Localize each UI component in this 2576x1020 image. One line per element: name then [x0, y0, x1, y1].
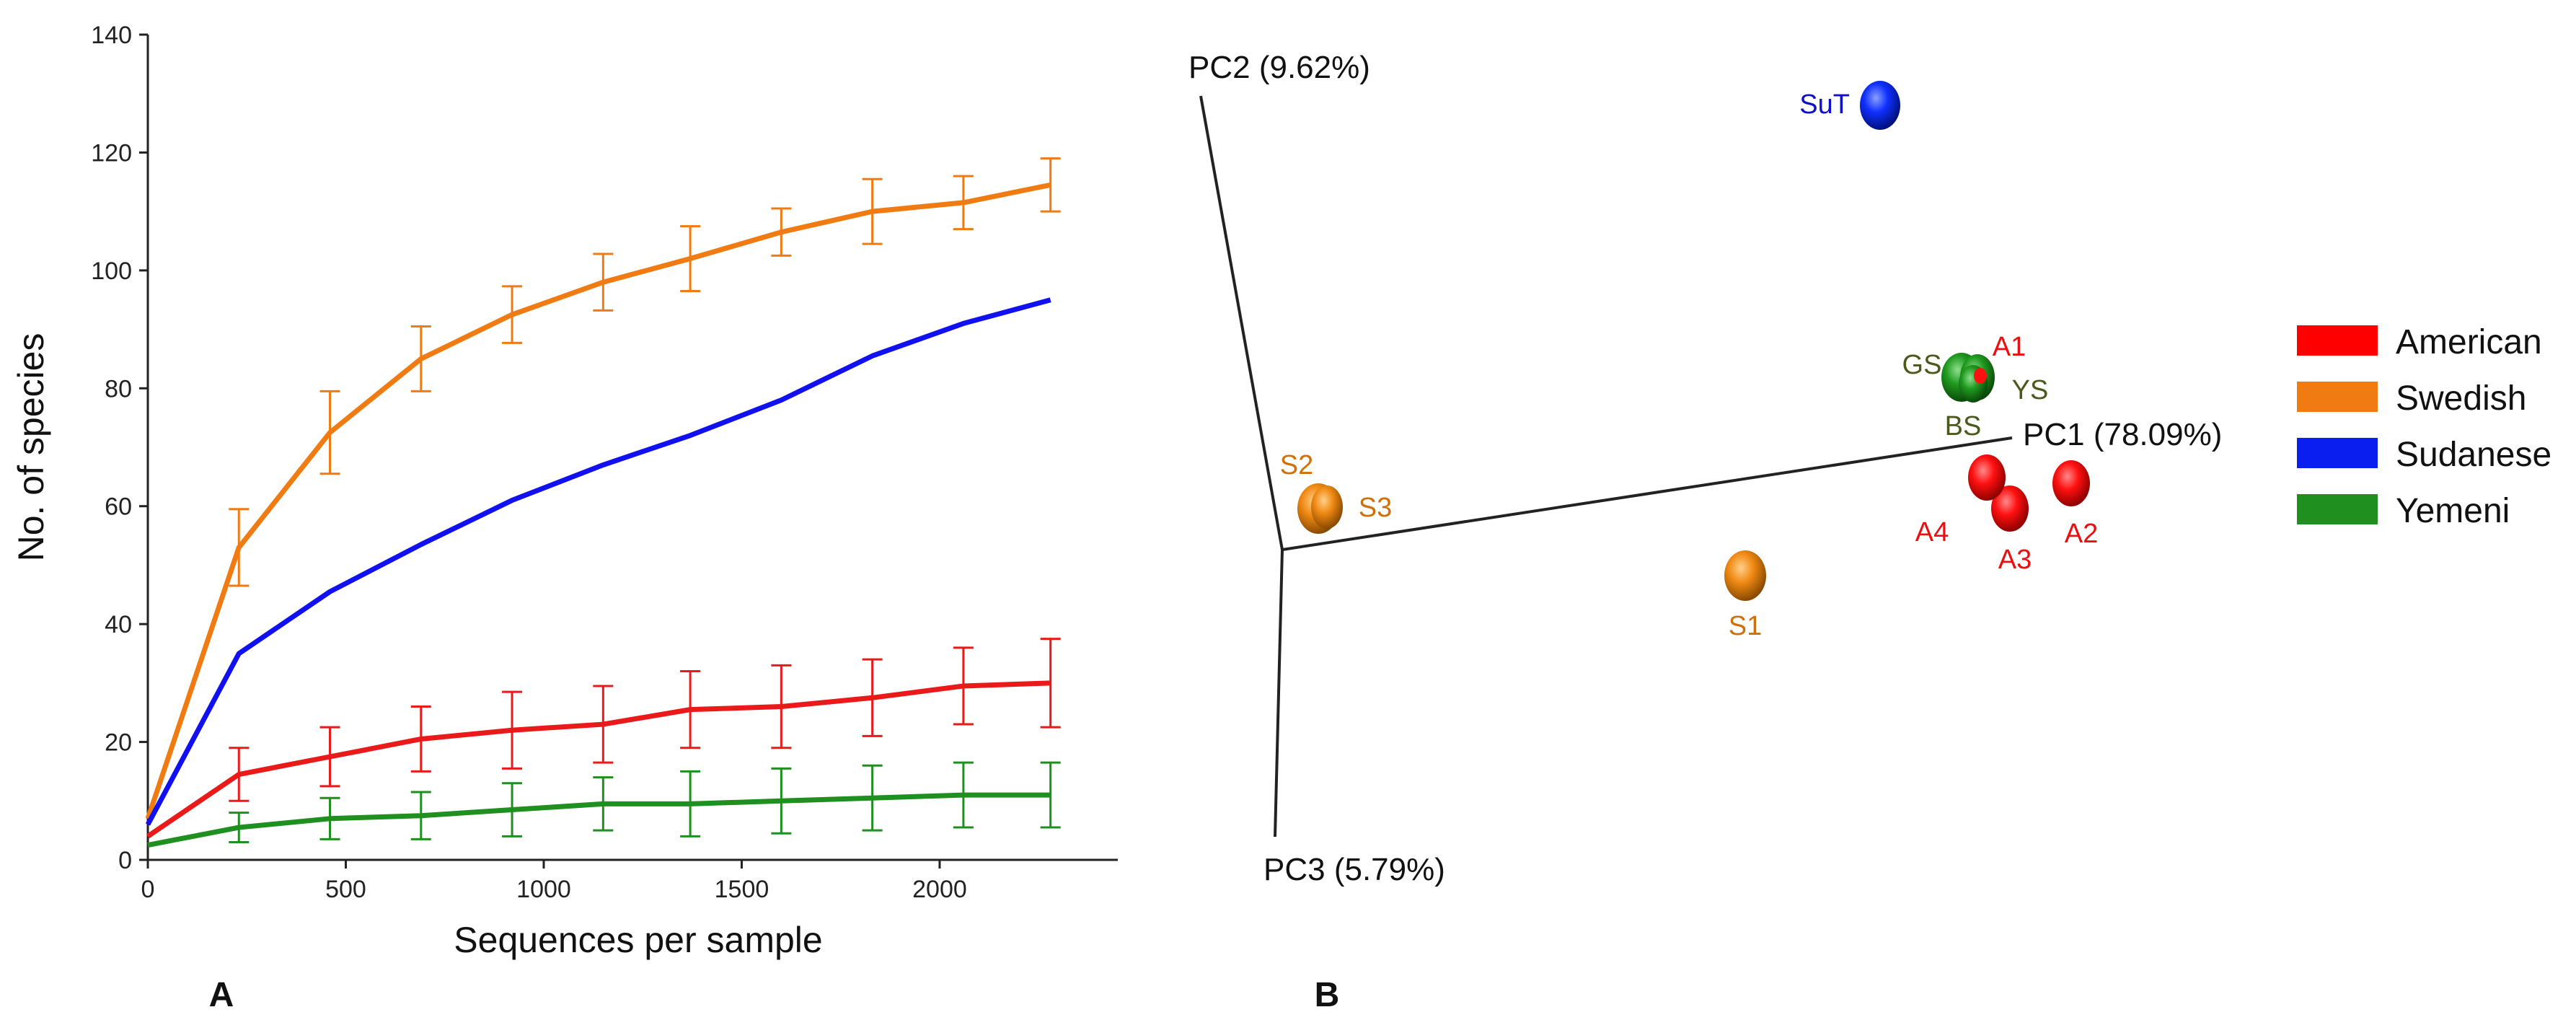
point-label-GS: GS	[1902, 350, 1942, 380]
series-yemeni	[147, 761, 1061, 848]
panel-label-b: B	[1315, 976, 1340, 1014]
x-tick-label: 1500	[715, 876, 769, 903]
y-tick-label: 100	[91, 258, 132, 285]
series-sudanese	[145, 297, 1051, 826]
legend-label-sudanese: Sudanese	[2396, 436, 2551, 474]
y-tick-label: 120	[91, 139, 132, 167]
y-tick-label: 140	[91, 22, 132, 49]
point-A1	[1974, 368, 1987, 384]
pc1-axis-label: PC1 (78.09%)	[2023, 417, 2222, 452]
point-label-YS: YS	[2012, 375, 2049, 405]
line-sudanese	[145, 297, 1051, 826]
y-tick-label: 20	[105, 729, 132, 757]
pc1-axis-line	[1282, 436, 2013, 551]
y-tick-label: 80	[105, 375, 132, 403]
legend: American Swedish Sudanese Yemeni	[2297, 323, 2551, 530]
point-label-A2: A2	[2065, 519, 2098, 549]
x-tick-label: 2000	[912, 876, 967, 903]
legend-label-swedish: Swedish	[2396, 379, 2526, 418]
point-SuT	[1860, 81, 1900, 130]
point-label-BS: BS	[1945, 411, 1982, 441]
point-S3	[1311, 485, 1343, 529]
legend-label-yemeni: Yemeni	[2396, 492, 2510, 530]
point-S1	[1724, 550, 1766, 601]
legend-swatch-swedish	[2297, 382, 2378, 412]
point-label-A3: A3	[1998, 545, 2032, 575]
rarefaction-chart: 0 20 40 60 80 100 120 140 0 500 1000 1500 2000 No. …	[11, 22, 1118, 1014]
x-axis-title: Sequences per sample	[454, 920, 822, 960]
point-A4	[1968, 454, 2006, 501]
point-label-A4: A4	[1915, 517, 1949, 548]
pc2-axis-label: PC2 (9.62%)	[1188, 50, 1370, 85]
pc3-axis-label: PC3 (5.79%)	[1263, 852, 1445, 887]
legend-swatch-yemeni	[2297, 494, 2378, 524]
y-tick-label: 0	[118, 847, 132, 874]
line-swedish	[145, 182, 1051, 819]
legend-swatch-sudanese	[2297, 438, 2378, 468]
point-label-S3: S3	[1359, 493, 1392, 523]
y-tick-label: 40	[105, 611, 132, 638]
series-american	[146, 638, 1061, 839]
legend-swatch-american	[2297, 325, 2378, 356]
point-A2	[2052, 460, 2090, 506]
y-axis-title: No. of species	[11, 333, 51, 562]
x-tick-label: 1000	[516, 876, 571, 903]
pc2-axis-line	[1199, 95, 1284, 550]
point-label-SuT: SuT	[1799, 89, 1850, 120]
x-tick-label: 500	[325, 876, 366, 903]
point-A3	[1991, 485, 2029, 532]
line-american	[146, 680, 1051, 839]
pcoa-plot: PC2 (9.62%) PC1 (78.09%) PC3 (5.79%)	[1188, 50, 2551, 1014]
line-yemeni	[147, 792, 1051, 848]
pc3-axis-line	[1274, 549, 1284, 837]
series-swedish	[145, 157, 1061, 819]
point-label-S2: S2	[1280, 450, 1313, 480]
x-tick-label: 0	[141, 876, 155, 903]
point-label-S1: S1	[1729, 611, 1762, 641]
point-label-A1: A1	[1993, 332, 2026, 362]
panel-label-a: A	[209, 976, 234, 1014]
legend-label-american: American	[2396, 323, 2542, 361]
y-tick-label: 60	[105, 493, 132, 521]
